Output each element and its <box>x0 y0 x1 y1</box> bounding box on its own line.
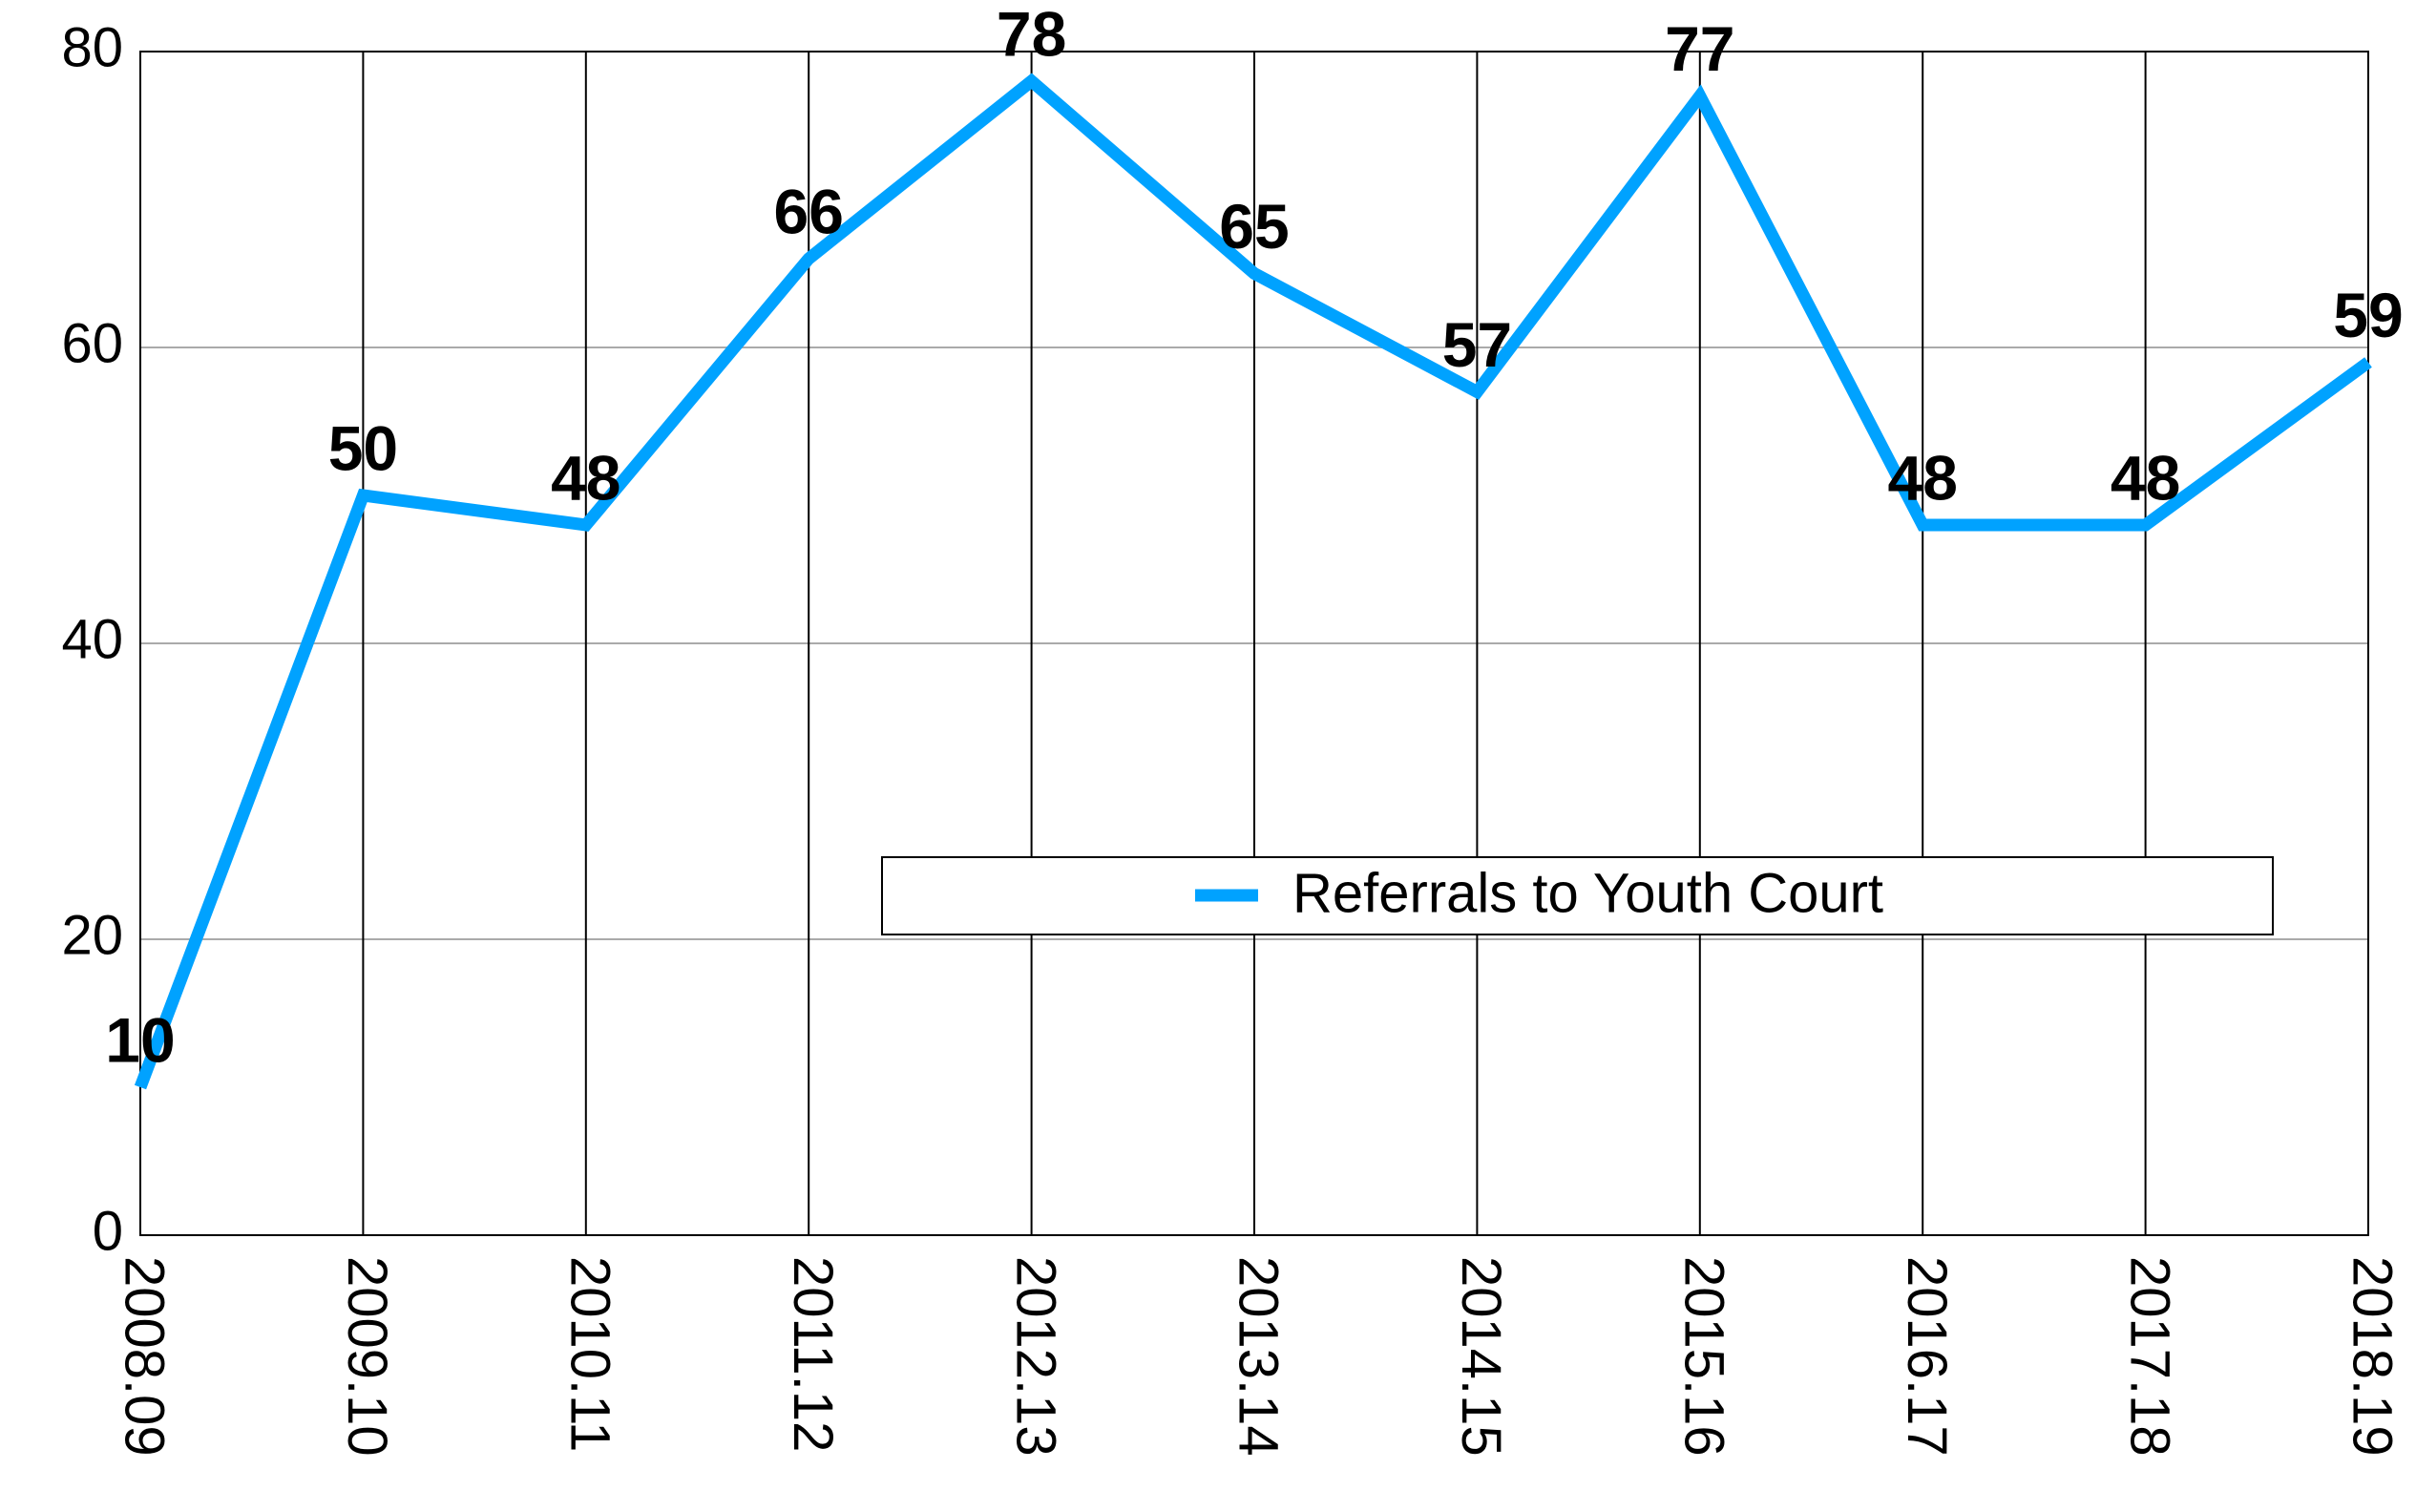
x-tick-label: 2017.18 <box>2118 1256 2180 1457</box>
x-tick-label: 2018.19 <box>2342 1256 2404 1457</box>
x-tick-label: 2011.12 <box>782 1256 844 1452</box>
x-tick-label: 2014.15 <box>1450 1256 1512 1457</box>
data-label: 57 <box>1442 309 1512 380</box>
data-label: 48 <box>2111 442 2180 513</box>
x-tick-label: 2016.17 <box>1896 1256 1958 1457</box>
x-tick-label: 2013.14 <box>1228 1256 1290 1457</box>
data-label: 77 <box>1665 13 1734 84</box>
line-series <box>134 73 2372 1090</box>
y-tick-label: 80 <box>61 16 123 78</box>
x-tick-label: 2008.09 <box>114 1256 176 1457</box>
data-label: 48 <box>551 442 620 513</box>
plot-frame <box>139 51 2369 1236</box>
data-label: 66 <box>773 176 843 246</box>
y-tick-label: 0 <box>93 1200 123 1262</box>
x-tick-label: 2010.11 <box>558 1256 620 1452</box>
y-tick-label: 40 <box>61 608 123 670</box>
x-tick-label: 2009.10 <box>336 1256 398 1457</box>
legend-label: Referrals to Youth Court <box>1292 862 1883 924</box>
y-tick-label: 60 <box>61 312 123 374</box>
data-label: 50 <box>328 412 398 483</box>
x-tick-label: 2012.13 <box>1004 1256 1066 1457</box>
x-tick-label: 2015.16 <box>1672 1256 1734 1457</box>
data-label: 59 <box>2333 280 2403 350</box>
data-label: 78 <box>997 0 1066 69</box>
y-tick-label: 20 <box>61 904 123 966</box>
data-label: 65 <box>1219 191 1289 262</box>
legend-box <box>881 856 2274 935</box>
data-label: 10 <box>105 1004 175 1075</box>
data-label: 48 <box>1887 442 1957 513</box>
